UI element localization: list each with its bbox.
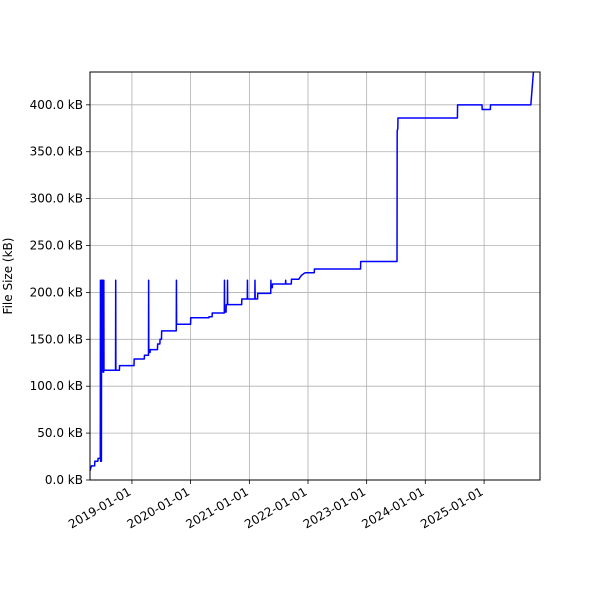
y-tick-label: 100.0 kB [30,379,83,393]
y-tick-label: 50.0 kB [37,426,83,440]
series-line [89,71,535,471]
plot-frame [89,71,541,481]
y-axis-label: File Size (kB) [1,238,15,315]
series-layer [89,71,535,471]
y-tick-label: 200.0 kB [30,285,83,299]
y-tick-label: 250.0 kB [30,239,83,253]
y-tick-label: 350.0 kB [30,145,83,159]
y-axis: 0.0 kB 50.0 kB 100.0 kB 150.0 kB 200.0 kB 250… [30,98,90,487]
y-tick-label: 150.0 kB [30,332,83,346]
y-tick-label: 0.0 kB [45,473,83,487]
y-tick-label: 300.0 kB [30,192,83,206]
y-tick-label: 400.0 kB [30,98,83,112]
grid [90,72,540,481]
